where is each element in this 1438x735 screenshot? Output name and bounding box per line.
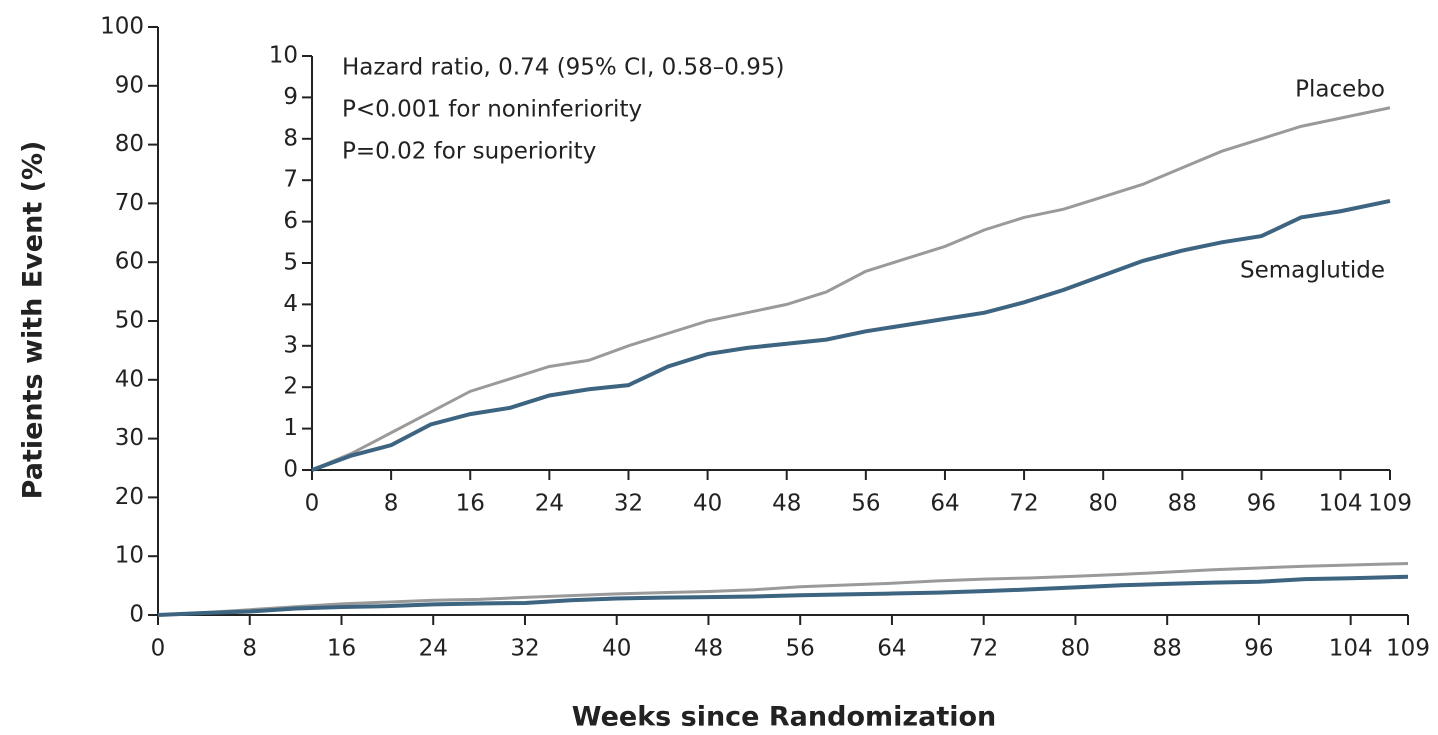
x-tick-label: 0 bbox=[305, 491, 320, 517]
series-line bbox=[157, 562, 1409, 617]
x-tick-label: 40 bbox=[602, 636, 631, 662]
series-label: Placebo bbox=[1295, 76, 1385, 102]
annotation: P=0.02 for superiority bbox=[342, 139, 596, 165]
y-tick-label: 40 bbox=[115, 366, 144, 392]
inset-background bbox=[252, 36, 1410, 530]
x-axis-title: Weeks since Randomization bbox=[572, 702, 997, 733]
y-tick-label: 90 bbox=[115, 72, 144, 98]
annotation: P<0.001 for noninferiority bbox=[342, 97, 642, 123]
y-axis-title: Patients with Event (%) bbox=[18, 141, 49, 500]
x-tick-label: 72 bbox=[969, 636, 998, 662]
y-tick-label: 6 bbox=[283, 208, 298, 234]
x-tick-label: 24 bbox=[419, 636, 448, 662]
x-tick-label: 8 bbox=[242, 636, 257, 662]
x-tick-label: 88 bbox=[1153, 636, 1182, 662]
x-tick-label: 80 bbox=[1089, 491, 1118, 517]
x-tick-label: 48 bbox=[694, 636, 723, 662]
series-line bbox=[311, 198, 1391, 472]
y-tick-label: 30 bbox=[115, 425, 144, 451]
y-tick-label: 100 bbox=[100, 14, 144, 40]
x-tick-label: 109 bbox=[1386, 636, 1430, 662]
y-tick-label: 0 bbox=[129, 602, 144, 628]
x-tick-label: 16 bbox=[456, 491, 485, 517]
y-tick-label: 3 bbox=[283, 332, 298, 358]
x-tick-label: 0 bbox=[151, 636, 166, 662]
y-tick-label: 10 bbox=[269, 43, 298, 69]
x-tick-label: 48 bbox=[772, 491, 801, 517]
x-tick-label: 96 bbox=[1247, 491, 1276, 517]
y-tick-label: 1 bbox=[283, 415, 298, 441]
x-tick-label: 72 bbox=[1009, 491, 1038, 517]
x-tick-label: 88 bbox=[1168, 491, 1197, 517]
y-tick-label: 5 bbox=[283, 250, 298, 276]
x-tick-label: 104 bbox=[1329, 636, 1373, 662]
y-tick-label: 0 bbox=[283, 457, 298, 483]
y-tick-label: 7 bbox=[283, 167, 298, 193]
x-tick-label: 32 bbox=[614, 491, 643, 517]
y-tick-label: 70 bbox=[115, 190, 144, 216]
x-tick-label: 32 bbox=[510, 636, 539, 662]
y-tick-label: 2 bbox=[283, 374, 298, 400]
y-tick-label: 10 bbox=[115, 543, 144, 569]
x-tick-label: 56 bbox=[786, 636, 815, 662]
x-tick-label: 64 bbox=[877, 636, 906, 662]
x-tick-label: 64 bbox=[930, 491, 959, 517]
x-tick-label: 96 bbox=[1244, 636, 1273, 662]
series-label: Semaglutide bbox=[1240, 257, 1385, 283]
series-line bbox=[157, 574, 1409, 617]
y-tick-label: 50 bbox=[115, 308, 144, 334]
x-tick-label: 16 bbox=[327, 636, 356, 662]
x-tick-label: 80 bbox=[1061, 636, 1090, 662]
y-tick-label: 80 bbox=[115, 131, 144, 157]
x-tick-label: 24 bbox=[535, 491, 564, 517]
y-tick-label: 20 bbox=[115, 484, 144, 510]
x-tick-label: 8 bbox=[384, 491, 399, 517]
series-line bbox=[311, 106, 1391, 472]
y-tick-label: 60 bbox=[115, 249, 144, 275]
x-tick-label: 56 bbox=[851, 491, 880, 517]
x-tick-label: 104 bbox=[1319, 491, 1363, 517]
annotation: Hazard ratio, 0.74 (95% CI, 0.58–0.95) bbox=[342, 55, 784, 81]
y-tick-label: 4 bbox=[283, 291, 298, 317]
x-tick-label: 40 bbox=[693, 491, 722, 517]
y-tick-label: 8 bbox=[283, 125, 298, 151]
y-tick-label: 9 bbox=[283, 84, 298, 110]
x-tick-label: 109 bbox=[1368, 491, 1412, 517]
